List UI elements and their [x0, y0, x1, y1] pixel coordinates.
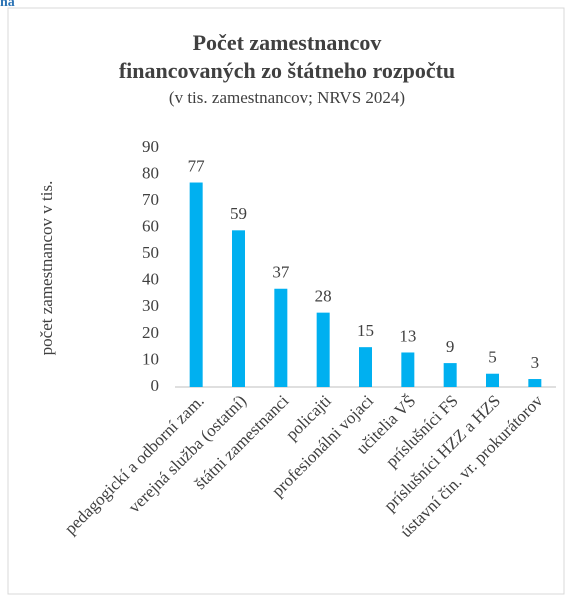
bar	[316, 312, 330, 387]
bar	[232, 230, 245, 387]
y-tick-label: 80	[142, 163, 159, 182]
data-label: 28	[315, 287, 332, 306]
data-label: 3	[531, 353, 540, 372]
chart-title: Počet zamestnancov	[193, 30, 382, 55]
chart-subtitle: (v tis. zamestnancov; NRVS 2024)	[169, 88, 405, 107]
y-tick-label: 90	[142, 137, 159, 156]
data-label: 77	[188, 156, 206, 175]
bar	[486, 373, 499, 387]
bar	[189, 182, 203, 387]
bar	[401, 352, 415, 387]
bar	[443, 363, 457, 387]
bar	[359, 347, 372, 387]
y-tick-label: 70	[142, 190, 159, 209]
y-tick-label: 0	[151, 376, 160, 395]
data-label: 9	[446, 337, 455, 356]
bar	[274, 288, 288, 387]
data-label: 13	[399, 326, 416, 345]
y-axis-label: počet zamestnancov v tis.	[37, 181, 56, 356]
data-label: 59	[230, 204, 247, 223]
chart-title: financovaných zo štátneho rozpočtu	[119, 58, 455, 83]
y-tick-label: 40	[142, 270, 159, 289]
bar	[528, 379, 542, 387]
y-tick-label: 20	[142, 323, 159, 342]
corner-text: na	[0, 0, 15, 10]
y-tick-label: 30	[142, 296, 159, 315]
y-tick-label: 50	[142, 243, 159, 262]
y-tick-label: 10	[142, 349, 159, 368]
data-label: 5	[488, 348, 497, 367]
data-label: 37	[272, 263, 290, 282]
y-tick-label: 60	[142, 217, 159, 236]
data-label: 15	[357, 321, 374, 340]
